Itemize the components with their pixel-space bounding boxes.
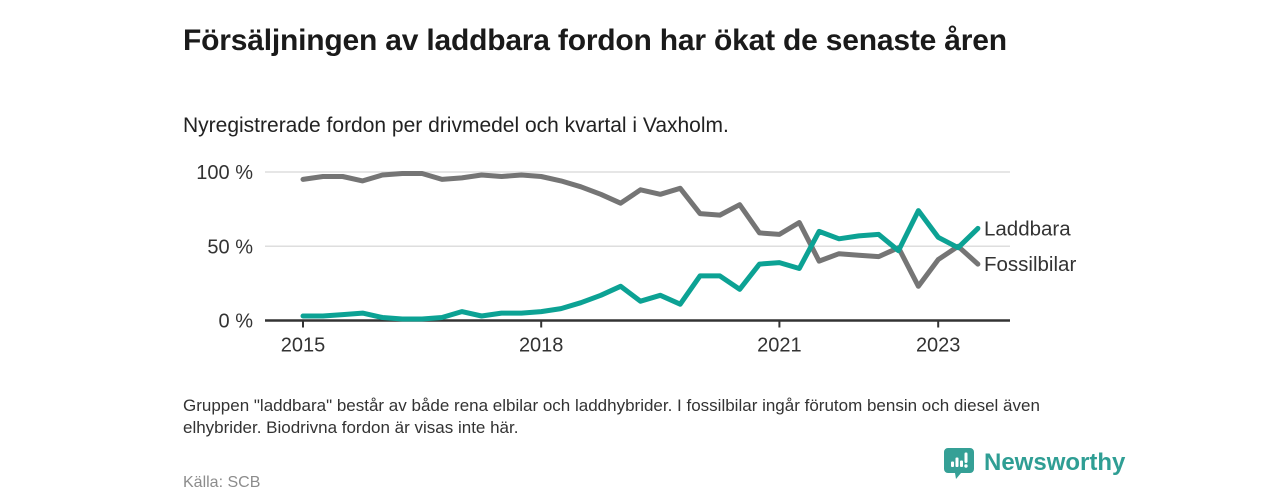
line-chart: 2015 2018 2021 2023 0 % 50 % 100 % Laddbara Foss… <box>0 140 1280 380</box>
y-tick-label: 0 % <box>219 311 254 333</box>
x-tick-label: 2021 <box>757 335 802 357</box>
chart-footnote: Gruppen "laddbara" består av både rena e… <box>183 396 1040 437</box>
x-tick-label: 2015 <box>281 335 326 357</box>
newsworthy-logo: Newsworthy <box>943 447 1125 479</box>
bubble-shape <box>944 448 974 479</box>
y-tick-label: 50 % <box>207 236 253 258</box>
series-label-fossilbilar: Fossilbilar <box>984 253 1076 276</box>
series-line-laddbara <box>300 208 981 322</box>
x-tick-label: 2018 <box>519 335 564 357</box>
x-tick-label: 2023 <box>916 335 961 357</box>
source-note: Källa: SCB <box>183 474 261 491</box>
page-title: Försäljningen av laddbara fordon har öka… <box>183 24 1007 58</box>
series-label-laddbara: Laddbara <box>984 217 1071 240</box>
bar-chart-glyph <box>951 452 968 468</box>
newsworthy-chart-bubble-icon <box>944 448 974 479</box>
chart-svg: 2015 2018 2021 2023 0 % 50 % 100 % Laddbara Foss… <box>196 162 1076 357</box>
chart-subtitle: Nyregistrerade fordon per drivmedel och … <box>183 114 729 137</box>
series-line-fossilbilar <box>300 171 981 289</box>
y-tick-label: 100 % <box>196 162 253 184</box>
brand-name: Newsworthy <box>984 449 1126 476</box>
